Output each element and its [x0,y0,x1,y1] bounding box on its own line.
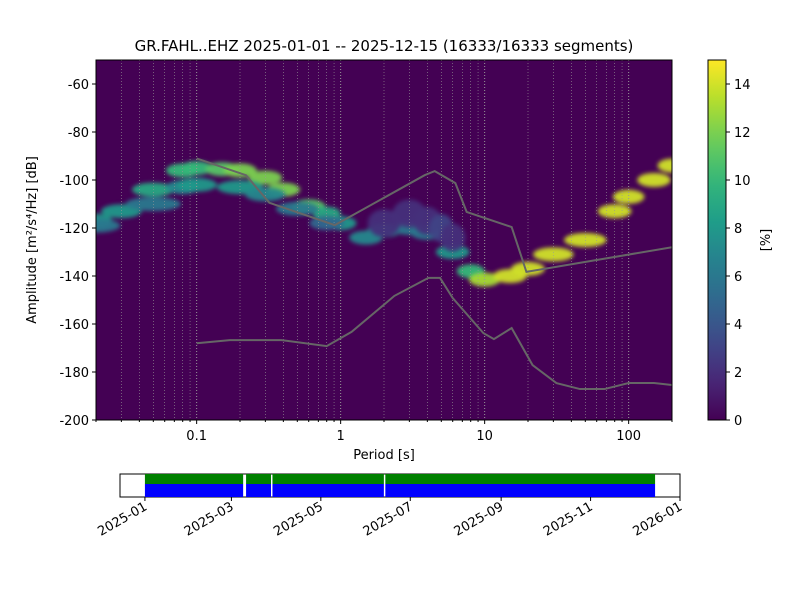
y-tick-label: -140 [59,270,89,285]
density-cell [657,158,672,173]
x-tick-label: 0.1 [186,429,207,444]
availability-bar [385,484,656,497]
density-cell [275,201,319,216]
x-tick-label: 2025-05 [271,499,326,539]
noise-model-line [196,276,672,391]
x-tick-label: 2025-09 [452,499,507,539]
availability-bar [144,474,244,484]
y-tick-label: -180 [59,366,89,381]
colorbar-tick-label: 14 [734,78,751,93]
density-cell [223,163,257,178]
x-tick-label: 1 [337,429,345,444]
y-tick-label: -160 [59,318,89,333]
y-tick-label: -100 [59,174,89,189]
noise-models [196,157,672,391]
x-tick-label: 10 [476,429,493,444]
x-tick-label: 2025-01 [95,499,150,539]
density-cell [176,177,217,192]
colorbar-tick-label: 10 [734,174,751,189]
y-axis-label: Amplitude [m²/s⁴/Hz] [dB] [25,156,40,324]
colorbar-label: [%] [759,229,774,252]
colorbar [707,59,727,421]
grid [95,60,673,420]
availability-bar [144,484,244,497]
density-cell [637,173,671,187]
x-tick-label: 2026-01 [630,499,685,539]
density-cell [96,218,121,233]
availability-bar [272,474,384,484]
colorbar-tick-label: 0 [734,414,742,429]
density-cell [511,261,545,276]
colorbar-tick-label: 2 [734,366,742,381]
density-cell [612,189,645,204]
availability-bar [272,484,384,497]
chart-title: GR.FAHL..EHZ 2025-01-01 -- 2025-12-15 (1… [135,37,634,55]
colorbar-tick-label: 6 [734,270,742,285]
colorbar-tick-label: 8 [734,222,742,237]
y-tick-label: -200 [59,414,89,429]
x-tick-label: 2025-11 [541,499,596,539]
colorbar-tick-label: 12 [734,126,751,141]
density-cell [533,247,574,262]
density-cell [245,187,286,202]
colorbar-tick-label: 4 [734,318,742,333]
y-tick-label: -120 [59,222,89,237]
x-tick-label: 2025-03 [182,499,237,539]
x-tick-label: 100 [616,429,641,444]
y-tick-label: -80 [68,126,89,141]
availability-bar [246,484,271,497]
x-tick-label: 2025-07 [361,499,416,539]
x-axis-label: Period [s] [353,448,415,463]
availability-bar [385,474,656,484]
availability-bar [246,474,271,484]
density-cell [367,209,401,238]
noise-model-line [196,157,672,274]
y-tick-label: -60 [68,78,89,93]
